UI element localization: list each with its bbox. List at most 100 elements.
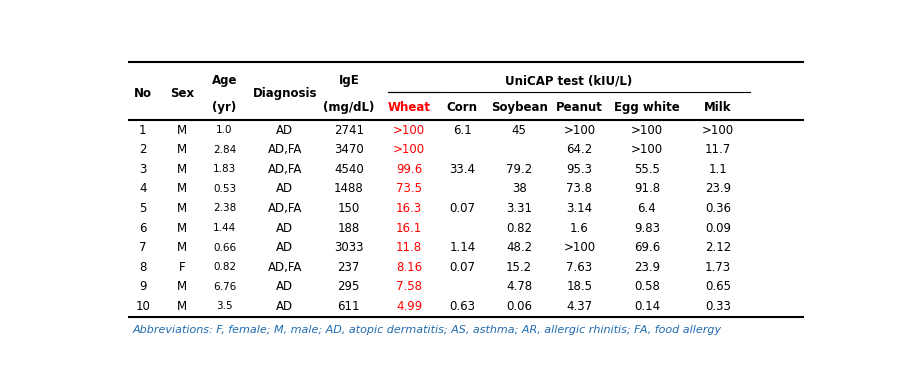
Text: 4: 4 xyxy=(139,182,147,195)
Text: Corn: Corn xyxy=(447,101,478,114)
Text: M: M xyxy=(177,280,187,293)
Text: 0.58: 0.58 xyxy=(634,280,660,293)
Text: 11.7: 11.7 xyxy=(704,143,731,156)
Text: 3: 3 xyxy=(139,163,147,176)
Text: (mg/dL): (mg/dL) xyxy=(323,101,375,114)
Text: 3.5: 3.5 xyxy=(216,301,233,312)
Text: >100: >100 xyxy=(702,124,734,136)
Text: >100: >100 xyxy=(563,124,595,136)
Text: 73.5: 73.5 xyxy=(396,182,422,195)
Text: 150: 150 xyxy=(338,202,360,215)
Text: AD: AD xyxy=(277,241,293,254)
Text: M: M xyxy=(177,300,187,313)
Text: No: No xyxy=(134,87,152,100)
Text: 55.5: 55.5 xyxy=(634,163,660,176)
Text: (yr): (yr) xyxy=(213,101,236,114)
Text: 15.2: 15.2 xyxy=(506,261,532,274)
Text: 64.2: 64.2 xyxy=(566,143,593,156)
Text: AD: AD xyxy=(277,280,293,293)
Text: AD,FA: AD,FA xyxy=(267,261,302,274)
Text: 7: 7 xyxy=(139,241,147,254)
Text: 1.0: 1.0 xyxy=(216,125,233,135)
Text: M: M xyxy=(177,143,187,156)
Text: Sex: Sex xyxy=(169,87,194,100)
Text: 48.2: 48.2 xyxy=(506,241,532,254)
Text: 9: 9 xyxy=(139,280,147,293)
Text: 0.82: 0.82 xyxy=(507,222,532,234)
Text: M: M xyxy=(177,163,187,176)
Text: 33.4: 33.4 xyxy=(450,163,475,176)
Text: Egg white: Egg white xyxy=(614,101,680,114)
Text: 1.73: 1.73 xyxy=(704,261,731,274)
Text: 188: 188 xyxy=(338,222,360,234)
Text: 16.1: 16.1 xyxy=(396,222,422,234)
Text: 0.09: 0.09 xyxy=(705,222,731,234)
Text: UniCAP test (kIU/L): UniCAP test (kIU/L) xyxy=(506,74,632,87)
Text: Age: Age xyxy=(212,74,237,87)
Text: 0.36: 0.36 xyxy=(705,202,731,215)
Text: 6.4: 6.4 xyxy=(638,202,656,215)
Text: 0.06: 0.06 xyxy=(507,300,532,313)
Text: 18.5: 18.5 xyxy=(566,280,593,293)
Text: 0.82: 0.82 xyxy=(213,262,236,272)
Text: 69.6: 69.6 xyxy=(634,241,660,254)
Text: M: M xyxy=(177,124,187,136)
Text: >100: >100 xyxy=(631,143,663,156)
Text: 4.99: 4.99 xyxy=(396,300,422,313)
Text: 3.31: 3.31 xyxy=(507,202,532,215)
Text: 2.84: 2.84 xyxy=(213,145,236,155)
Text: 8: 8 xyxy=(139,261,147,274)
Text: 1488: 1488 xyxy=(334,182,364,195)
Text: 0.07: 0.07 xyxy=(450,202,475,215)
Text: 0.66: 0.66 xyxy=(213,243,236,253)
Text: 95.3: 95.3 xyxy=(566,163,593,176)
Text: 9.83: 9.83 xyxy=(634,222,660,234)
Text: IgE: IgE xyxy=(338,74,359,87)
Text: 1.6: 1.6 xyxy=(570,222,589,234)
Text: 23.9: 23.9 xyxy=(704,182,731,195)
Text: 7.58: 7.58 xyxy=(396,280,422,293)
Text: 237: 237 xyxy=(338,261,360,274)
Text: >100: >100 xyxy=(631,124,663,136)
Text: 0.07: 0.07 xyxy=(450,261,475,274)
Text: 0.63: 0.63 xyxy=(450,300,475,313)
Text: 1.44: 1.44 xyxy=(213,223,236,233)
Text: M: M xyxy=(177,182,187,195)
Text: Abbreviations: F, female; M, male; AD, atopic dermatitis; AS, asthma; AR, allerg: Abbreviations: F, female; M, male; AD, a… xyxy=(132,325,722,335)
Text: AD,FA: AD,FA xyxy=(267,143,302,156)
Text: 3470: 3470 xyxy=(334,143,364,156)
Text: Peanut: Peanut xyxy=(556,101,603,114)
Text: 10: 10 xyxy=(136,300,150,313)
Text: 6.76: 6.76 xyxy=(213,282,236,292)
Text: 11.8: 11.8 xyxy=(396,241,422,254)
Text: 2741: 2741 xyxy=(333,124,364,136)
Text: 6.1: 6.1 xyxy=(453,124,472,136)
Text: 1: 1 xyxy=(139,124,147,136)
Text: 45: 45 xyxy=(512,124,527,136)
Text: M: M xyxy=(177,202,187,215)
Text: AD: AD xyxy=(277,182,293,195)
Text: Wheat: Wheat xyxy=(387,101,431,114)
Text: 4.37: 4.37 xyxy=(566,300,593,313)
Text: 0.14: 0.14 xyxy=(634,300,660,313)
Text: AD: AD xyxy=(277,300,293,313)
Text: 99.6: 99.6 xyxy=(396,163,422,176)
Text: 2.12: 2.12 xyxy=(704,241,731,254)
Text: 295: 295 xyxy=(338,280,360,293)
Text: 5: 5 xyxy=(139,202,147,215)
Text: AD,FA: AD,FA xyxy=(267,163,302,176)
Text: M: M xyxy=(177,241,187,254)
Text: AD,FA: AD,FA xyxy=(267,202,302,215)
Text: 0.53: 0.53 xyxy=(213,184,236,194)
Text: 4.78: 4.78 xyxy=(506,280,532,293)
Text: AD: AD xyxy=(277,124,293,136)
Text: 1.83: 1.83 xyxy=(213,164,236,174)
Text: >100: >100 xyxy=(393,124,425,136)
Text: 16.3: 16.3 xyxy=(396,202,422,215)
Text: 1.1: 1.1 xyxy=(709,163,727,176)
Text: 1.14: 1.14 xyxy=(449,241,475,254)
Text: >100: >100 xyxy=(393,143,425,156)
Text: 3.14: 3.14 xyxy=(566,202,593,215)
Text: M: M xyxy=(177,222,187,234)
Text: 4540: 4540 xyxy=(334,163,364,176)
